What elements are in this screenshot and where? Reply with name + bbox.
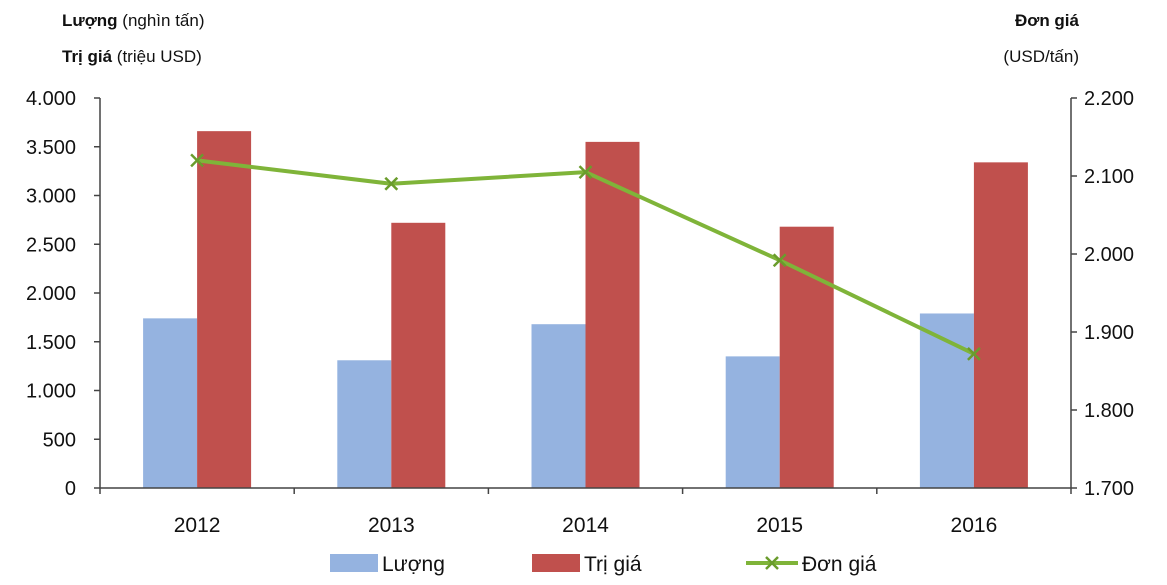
line-marker-2012: [190, 153, 204, 168]
right-tick-label: 1.900: [1084, 322, 1134, 344]
left-axis-title-line1: Lượng (nghìn tấn): [62, 11, 205, 30]
bar-lượng-2015: [725, 356, 780, 488]
bar-lượng-2013: [337, 360, 392, 488]
bar-trị-giá-2015: [779, 226, 834, 488]
right-tick-label: 2.200: [1084, 88, 1134, 110]
line-marker-2014: [578, 165, 593, 179]
legend-item-đơn-giá: Đơn giá: [746, 553, 877, 576]
bar-trị-giá-2013: [391, 222, 446, 489]
legend-marker: [765, 556, 779, 570]
left-tick-label: 0: [65, 478, 76, 500]
bar-trị-giá-2016: [973, 162, 1028, 488]
legend-label: Lượng: [382, 553, 445, 576]
right-tick-label: 2.100: [1084, 166, 1134, 188]
left-axis-title-line2-rest: (triệu USD): [112, 47, 202, 66]
x-tick-label-2012: 2012: [174, 514, 221, 537]
x-tick-label-2014: 2014: [562, 514, 609, 537]
x-tick-label-2015: 2015: [756, 514, 803, 537]
left-tick-label: 1.000: [26, 381, 76, 403]
legend-item-lượng: Lượng: [330, 553, 445, 576]
bars-layer: [143, 131, 1028, 489]
legend: Lượng Trị giá Đơn giá: [330, 553, 877, 576]
line-marker-2016: [967, 346, 981, 361]
x-tick-label-2016: 2016: [951, 514, 998, 537]
left-axis-title-line2: Trị giá (triệu USD): [62, 47, 202, 66]
left-axis-title-line1-rest: (nghìn tấn): [118, 11, 205, 30]
line-layer: [190, 153, 981, 361]
left-axis-title-line2-bold: Trị giá: [62, 47, 113, 66]
legend-swatch: [532, 554, 580, 572]
line-marker-2013: [384, 176, 399, 191]
right-axis-title-line2: (USD/tấn): [1003, 47, 1079, 66]
left-tick-label: 500: [43, 429, 76, 451]
right-tick-label: 1.800: [1084, 400, 1134, 422]
right-tick-label: 1.700: [1084, 478, 1134, 500]
left-axis-title-line1-bold: Lượng: [62, 11, 118, 30]
left-tick-label: 2.000: [26, 283, 76, 305]
bar-lượng-2014: [531, 324, 586, 488]
left-tick-label: 3.000: [26, 186, 76, 208]
right-axis-title-line1: Đơn giá: [1015, 11, 1080, 30]
legend-label: Trị giá: [584, 553, 642, 576]
legend-item-trị-giá: Trị giá: [532, 553, 642, 576]
right-tick-label: 2.000: [1084, 244, 1134, 266]
x-tick-label-2013: 2013: [368, 514, 415, 537]
legend-label: Đơn giá: [802, 553, 877, 576]
left-tick-label: 3.500: [26, 137, 76, 159]
line-marker-2015: [772, 253, 787, 268]
left-tick-label: 4.000: [26, 88, 76, 110]
left-tick-label: 1.500: [26, 332, 76, 354]
axes-layer: 0 500 1.000 1.500 2.000 2.500 3.000 3.500 4.000 1…: [26, 88, 1134, 537]
bar-lượng-2012: [143, 318, 198, 488]
left-tick-label: 2.500: [26, 234, 76, 256]
legend-swatch: [330, 554, 378, 572]
bar-trị-giá-2012: [197, 131, 252, 488]
bar-trị-giá-2014: [585, 141, 640, 488]
